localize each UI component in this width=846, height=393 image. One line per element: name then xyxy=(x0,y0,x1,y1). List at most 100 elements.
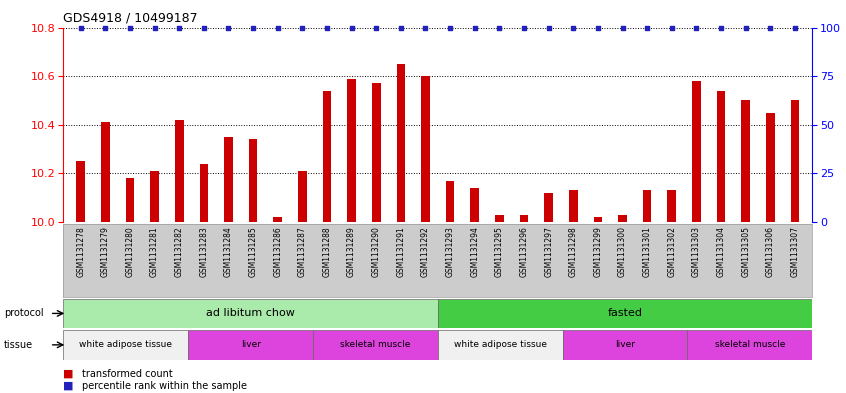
Text: percentile rank within the sample: percentile rank within the sample xyxy=(82,381,247,391)
Bar xyxy=(175,120,184,222)
Bar xyxy=(741,101,750,222)
Bar xyxy=(692,81,700,222)
Bar xyxy=(618,215,627,222)
Text: GSM1131295: GSM1131295 xyxy=(495,226,504,277)
Text: GSM1131304: GSM1131304 xyxy=(717,226,726,277)
Text: protocol: protocol xyxy=(4,309,44,318)
Bar xyxy=(224,137,233,222)
Text: GSM1131278: GSM1131278 xyxy=(76,226,85,277)
Bar xyxy=(397,64,405,222)
Text: GSM1131286: GSM1131286 xyxy=(273,226,283,277)
Bar xyxy=(298,171,306,222)
Text: GDS4918 / 10499187: GDS4918 / 10499187 xyxy=(63,12,198,25)
Text: GSM1131292: GSM1131292 xyxy=(421,226,430,277)
Bar xyxy=(322,91,332,222)
Point xyxy=(567,24,580,31)
Bar xyxy=(667,191,676,222)
Point xyxy=(616,24,629,31)
Point xyxy=(764,24,777,31)
Text: skeletal muscle: skeletal muscle xyxy=(340,340,410,349)
Point xyxy=(517,24,530,31)
Text: GSM1131307: GSM1131307 xyxy=(790,226,799,277)
Text: ■: ■ xyxy=(63,381,74,391)
Point xyxy=(197,24,211,31)
Point xyxy=(173,24,186,31)
Text: GSM1131282: GSM1131282 xyxy=(175,226,184,277)
Text: GSM1131283: GSM1131283 xyxy=(200,226,208,277)
Text: GSM1131301: GSM1131301 xyxy=(643,226,651,277)
Bar xyxy=(446,181,454,222)
Point xyxy=(739,24,752,31)
Point xyxy=(271,24,284,31)
Text: GSM1131291: GSM1131291 xyxy=(397,226,405,277)
Point xyxy=(714,24,728,31)
Bar xyxy=(313,330,437,360)
Text: GSM1131303: GSM1131303 xyxy=(692,226,700,277)
Text: GSM1131293: GSM1131293 xyxy=(446,226,454,277)
Point xyxy=(419,24,432,31)
Text: GSM1131299: GSM1131299 xyxy=(593,226,602,277)
Text: GSM1131285: GSM1131285 xyxy=(249,226,257,277)
Bar xyxy=(437,330,563,360)
Point xyxy=(394,24,408,31)
Text: fasted: fasted xyxy=(607,309,642,318)
Bar xyxy=(188,330,313,360)
Text: transformed count: transformed count xyxy=(82,369,173,379)
Text: GSM1131284: GSM1131284 xyxy=(224,226,233,277)
Bar xyxy=(126,178,135,222)
Point xyxy=(148,24,162,31)
Text: GSM1131288: GSM1131288 xyxy=(322,226,332,277)
Point xyxy=(443,24,457,31)
Bar xyxy=(519,215,528,222)
Point xyxy=(222,24,235,31)
Bar xyxy=(569,191,578,222)
Bar xyxy=(791,101,799,222)
Point xyxy=(492,24,506,31)
Text: GSM1131279: GSM1131279 xyxy=(101,226,110,277)
Point xyxy=(640,24,654,31)
Text: tissue: tissue xyxy=(4,340,33,350)
Text: GSM1131298: GSM1131298 xyxy=(569,226,578,277)
Point xyxy=(542,24,556,31)
Bar xyxy=(594,217,602,222)
Text: GSM1131280: GSM1131280 xyxy=(125,226,135,277)
Text: GSM1131297: GSM1131297 xyxy=(544,226,553,277)
Text: white adipose tissue: white adipose tissue xyxy=(80,340,173,349)
Text: liver: liver xyxy=(240,340,261,349)
Bar xyxy=(643,191,651,222)
Point xyxy=(689,24,703,31)
Bar xyxy=(421,76,430,222)
Point xyxy=(295,24,309,31)
Text: GSM1131296: GSM1131296 xyxy=(519,226,529,277)
Bar xyxy=(470,188,479,222)
Point xyxy=(370,24,383,31)
Text: ad libitum chow: ad libitum chow xyxy=(206,309,295,318)
Bar xyxy=(249,140,257,222)
Text: GSM1131302: GSM1131302 xyxy=(667,226,676,277)
Point xyxy=(345,24,359,31)
Text: GSM1131300: GSM1131300 xyxy=(618,226,627,277)
Bar xyxy=(687,330,812,360)
Bar xyxy=(717,91,725,222)
Text: GSM1131281: GSM1131281 xyxy=(150,226,159,277)
Text: GSM1131305: GSM1131305 xyxy=(741,226,750,277)
Bar xyxy=(151,171,159,222)
Bar xyxy=(348,79,356,222)
Point xyxy=(74,24,87,31)
Text: ■: ■ xyxy=(63,369,74,379)
Bar xyxy=(76,161,85,222)
Text: white adipose tissue: white adipose tissue xyxy=(453,340,547,349)
Bar xyxy=(372,83,381,222)
Point xyxy=(246,24,260,31)
Point xyxy=(320,24,333,31)
Point xyxy=(468,24,481,31)
Text: skeletal muscle: skeletal muscle xyxy=(715,340,785,349)
Text: GSM1131287: GSM1131287 xyxy=(298,226,307,277)
Text: liver: liver xyxy=(615,340,635,349)
Text: GSM1131294: GSM1131294 xyxy=(470,226,479,277)
Text: GSM1131306: GSM1131306 xyxy=(766,226,775,277)
Bar xyxy=(437,299,812,328)
Bar xyxy=(273,217,282,222)
Point xyxy=(124,24,137,31)
Bar xyxy=(766,113,775,222)
